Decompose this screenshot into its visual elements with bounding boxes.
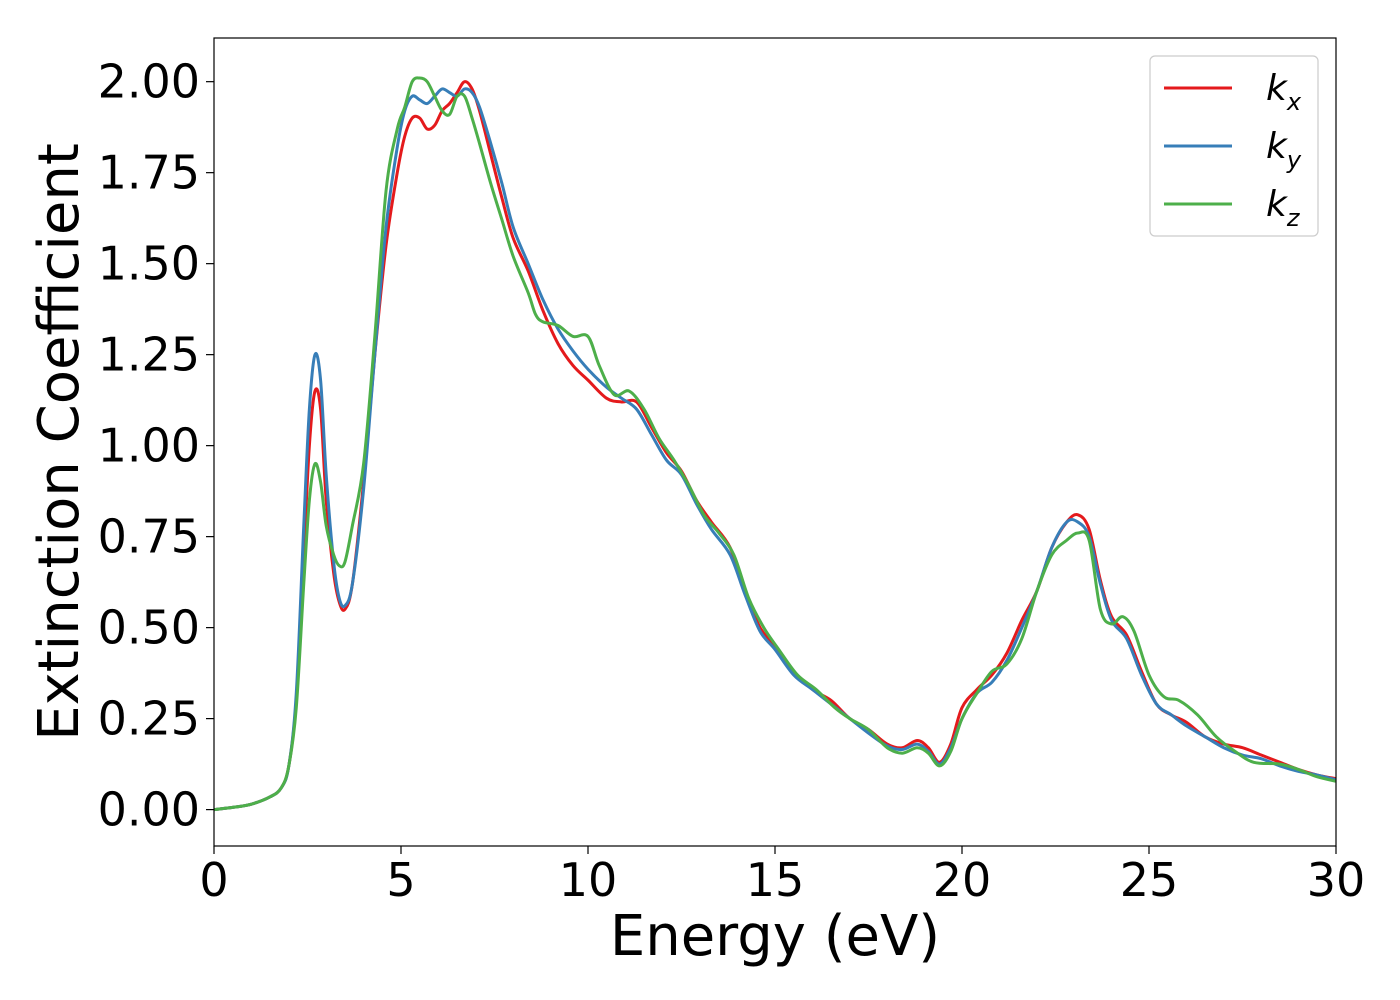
legend-label-kz: kz <box>1266 184 1301 232</box>
y-tick-label: 1.50 <box>98 237 200 291</box>
x-axis: 0 5 10 15 20 25 30 <box>199 846 1365 907</box>
y-tick-label: 0.75 <box>98 510 200 564</box>
y-tick-label: 1.00 <box>98 419 200 473</box>
y-tick-label: 0.00 <box>98 783 200 837</box>
series-line-kx <box>214 80 1336 812</box>
y-axis-label: Extinction Coefficient <box>27 143 92 741</box>
legend-label-kx: kx <box>1266 68 1302 116</box>
legend-label-ky: ky <box>1266 126 1302 174</box>
x-axis-label: Energy (eV) <box>610 904 940 969</box>
x-tick-label: 25 <box>1120 853 1179 907</box>
plot-area <box>214 76 1336 812</box>
series-line-kz <box>214 76 1336 812</box>
y-axis: 0.00 0.25 0.50 0.75 1.00 1.25 1.50 1.75 2.00 <box>98 55 214 837</box>
x-tick-label: 30 <box>1307 853 1366 907</box>
x-tick-label: 20 <box>933 853 992 907</box>
y-tick-label: 2.00 <box>98 55 200 109</box>
y-tick-label: 0.25 <box>98 692 200 746</box>
x-tick-label: 0 <box>199 853 228 907</box>
y-tick-label: 1.25 <box>98 328 200 382</box>
x-tick-label: 5 <box>386 853 415 907</box>
x-tick-label: 15 <box>746 853 805 907</box>
x-tick-label: 10 <box>559 853 618 907</box>
y-tick-label: 0.50 <box>98 601 200 655</box>
legend-box <box>1149 55 1319 237</box>
legend: kx ky kz <box>1149 55 1319 237</box>
y-tick-label: 1.75 <box>98 146 200 200</box>
